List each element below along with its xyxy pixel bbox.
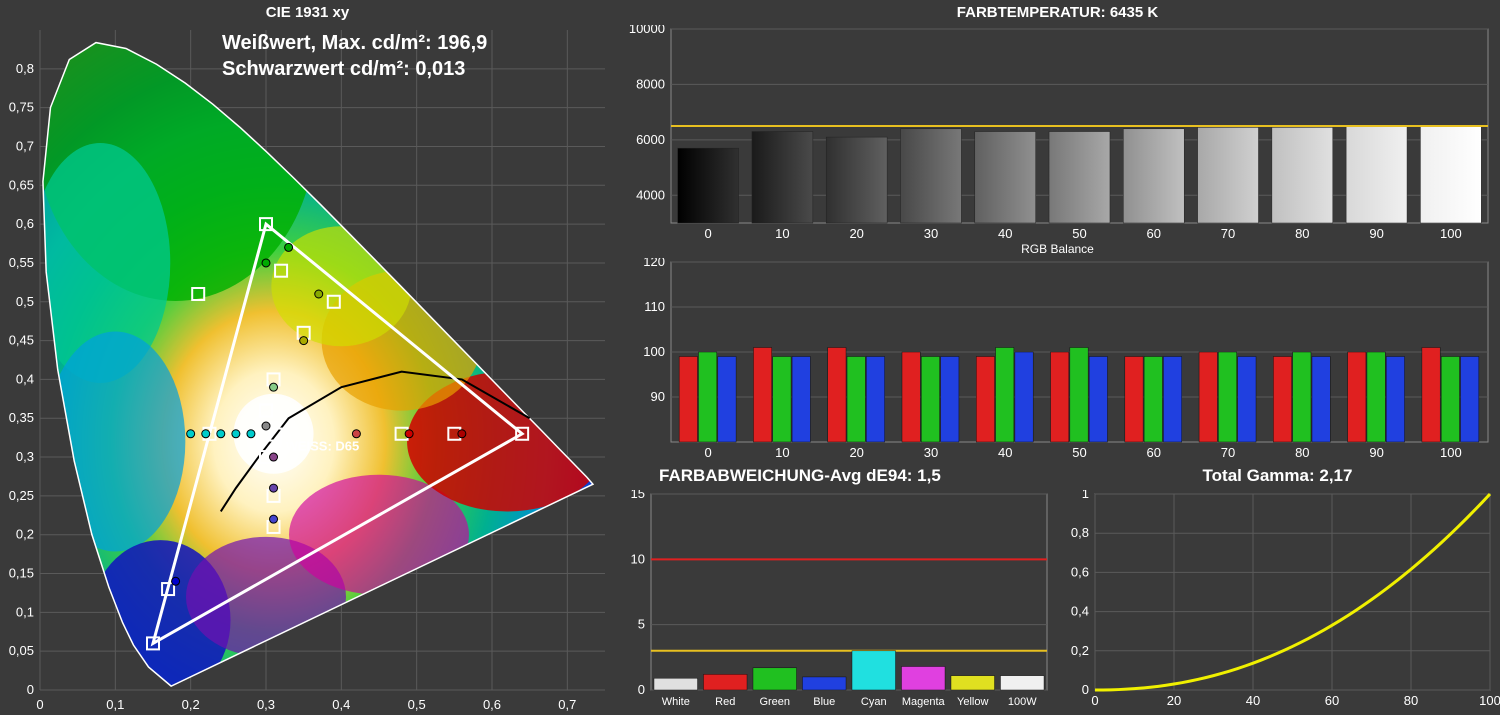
- svg-text:10: 10: [775, 226, 789, 241]
- svg-text:10: 10: [775, 445, 789, 460]
- farbabw-title: FARBABWEICHUNG-Avg dE94: 1,5: [615, 462, 1055, 490]
- farbabw-chart: 0 5 10 15 White Red Green Blue Cyan Magenta Yellow…: [615, 490, 1055, 710]
- svg-text:0: 0: [638, 682, 645, 697]
- svg-text:WEISS: D65: WEISS: D65: [286, 439, 360, 454]
- svg-text:0,05: 0,05: [9, 643, 34, 658]
- rgb-balance-title: RGB Balance: [615, 240, 1500, 258]
- svg-text:0,4: 0,4: [1071, 604, 1089, 619]
- svg-text:Yellow: Yellow: [957, 696, 988, 708]
- svg-text:20: 20: [849, 226, 863, 241]
- gamma-panel: Total Gamma: 2,17 0 0,2 0,4 0,6 0,8 1 0 20 40 60 8…: [1055, 462, 1500, 710]
- svg-text:0,75: 0,75: [9, 100, 34, 115]
- svg-text:0,6: 0,6: [1071, 564, 1089, 579]
- svg-text:0,55: 0,55: [9, 255, 34, 270]
- svg-text:0: 0: [705, 226, 712, 241]
- svg-text:0: 0: [1091, 693, 1098, 708]
- svg-text:20: 20: [1167, 693, 1181, 708]
- cie-chart-title: CIE 1931 xy: [0, 0, 615, 25]
- svg-text:100: 100: [1479, 693, 1500, 708]
- svg-text:60: 60: [1147, 226, 1161, 241]
- svg-text:120: 120: [643, 258, 665, 269]
- svg-text:100W: 100W: [1008, 696, 1037, 708]
- svg-text:0,8: 0,8: [16, 61, 34, 76]
- svg-text:30: 30: [924, 226, 938, 241]
- svg-text:Red: Red: [715, 696, 735, 708]
- svg-text:0,25: 0,25: [9, 488, 34, 503]
- svg-text:0,4: 0,4: [16, 371, 34, 386]
- svg-text:15: 15: [631, 490, 645, 501]
- cie-chart-panel: CIE 1931 xy Weißwert, Max. cd/m²: 196,9 …: [0, 0, 615, 710]
- rgb-balance-chart: 90 100 110 120 0 10 20 30 40 50 60 70 80 90 100: [615, 258, 1500, 462]
- svg-text:5: 5: [638, 617, 645, 632]
- svg-text:40: 40: [998, 445, 1012, 460]
- svg-text:Blue: Blue: [813, 696, 835, 708]
- svg-text:0: 0: [705, 445, 712, 460]
- svg-text:100: 100: [643, 344, 665, 359]
- svg-text:50: 50: [1072, 226, 1086, 241]
- svg-text:10000: 10000: [629, 25, 665, 36]
- farbtemp-chart: 4000 6000 8000 10000 0 10 20 30 40 50 60 70 80 90 100: [615, 25, 1500, 243]
- svg-text:4000: 4000: [636, 187, 665, 202]
- svg-text:60: 60: [1325, 693, 1339, 708]
- svg-text:40: 40: [998, 226, 1012, 241]
- svg-text:6000: 6000: [636, 132, 665, 147]
- svg-text:90: 90: [1369, 445, 1383, 460]
- svg-text:8000: 8000: [636, 76, 665, 91]
- farbabw-panel: FARBABWEICHUNG-Avg dE94: 1,5 0 5 10 15 White…: [615, 462, 1055, 710]
- black-level-text: Schwarzwert cd/m²: 0,013: [222, 58, 465, 81]
- svg-text:White: White: [662, 696, 690, 708]
- svg-text:40: 40: [1246, 693, 1260, 708]
- svg-text:100: 100: [1440, 226, 1462, 241]
- farbtemp-title: FARBTEMPERATUR: 6435 K: [615, 0, 1500, 25]
- svg-text:1: 1: [1082, 490, 1089, 501]
- white-level-text: Weißwert, Max. cd/m²: 196,9: [222, 32, 487, 55]
- svg-text:Magenta: Magenta: [902, 696, 946, 708]
- gamma-chart: 0 0,2 0,4 0,6 0,8 1 0 20 40 60 80 100: [1055, 490, 1500, 710]
- svg-text:90: 90: [1369, 226, 1383, 241]
- cie-diagram: 00,10,20,30,40,50,60,700,050,10,150,20,2…: [0, 25, 615, 715]
- svg-text:70: 70: [1221, 445, 1235, 460]
- svg-text:80: 80: [1295, 445, 1309, 460]
- rgb-balance-panel: RGB Balance 90 100 110 120 0 10 20 30 40 50 60 70 80…: [615, 240, 1500, 462]
- svg-text:80: 80: [1404, 693, 1418, 708]
- svg-text:0,45: 0,45: [9, 333, 34, 348]
- svg-text:Cyan: Cyan: [861, 696, 887, 708]
- farbtemp-panel: FARBTEMPERATUR: 6435 K 4000 6000 8000 10000…: [615, 0, 1500, 240]
- svg-text:30: 30: [924, 445, 938, 460]
- svg-text:0: 0: [1082, 682, 1089, 697]
- svg-text:0,6: 0,6: [16, 216, 34, 231]
- svg-text:0,3: 0,3: [16, 449, 34, 464]
- svg-text:60: 60: [1147, 445, 1161, 460]
- svg-text:Green: Green: [759, 696, 790, 708]
- svg-text:0,1: 0,1: [16, 604, 34, 619]
- svg-text:0: 0: [27, 682, 34, 697]
- svg-text:0,2: 0,2: [1071, 643, 1089, 658]
- svg-text:0,65: 0,65: [9, 177, 34, 192]
- svg-text:110: 110: [644, 299, 665, 314]
- svg-text:0,8: 0,8: [1071, 525, 1089, 540]
- svg-text:20: 20: [849, 445, 863, 460]
- svg-text:70: 70: [1221, 226, 1235, 241]
- svg-text:50: 50: [1072, 445, 1086, 460]
- svg-text:0,2: 0,2: [16, 527, 34, 542]
- svg-text:80: 80: [1295, 226, 1309, 241]
- svg-text:90: 90: [651, 389, 665, 404]
- svg-text:0,35: 0,35: [9, 410, 34, 425]
- svg-text:0,7: 0,7: [16, 138, 34, 153]
- gamma-title: Total Gamma: 2,17: [1055, 462, 1500, 490]
- svg-text:0,15: 0,15: [9, 566, 34, 581]
- svg-text:100: 100: [1440, 445, 1462, 460]
- svg-text:0,5: 0,5: [16, 294, 34, 309]
- svg-text:10: 10: [631, 551, 645, 566]
